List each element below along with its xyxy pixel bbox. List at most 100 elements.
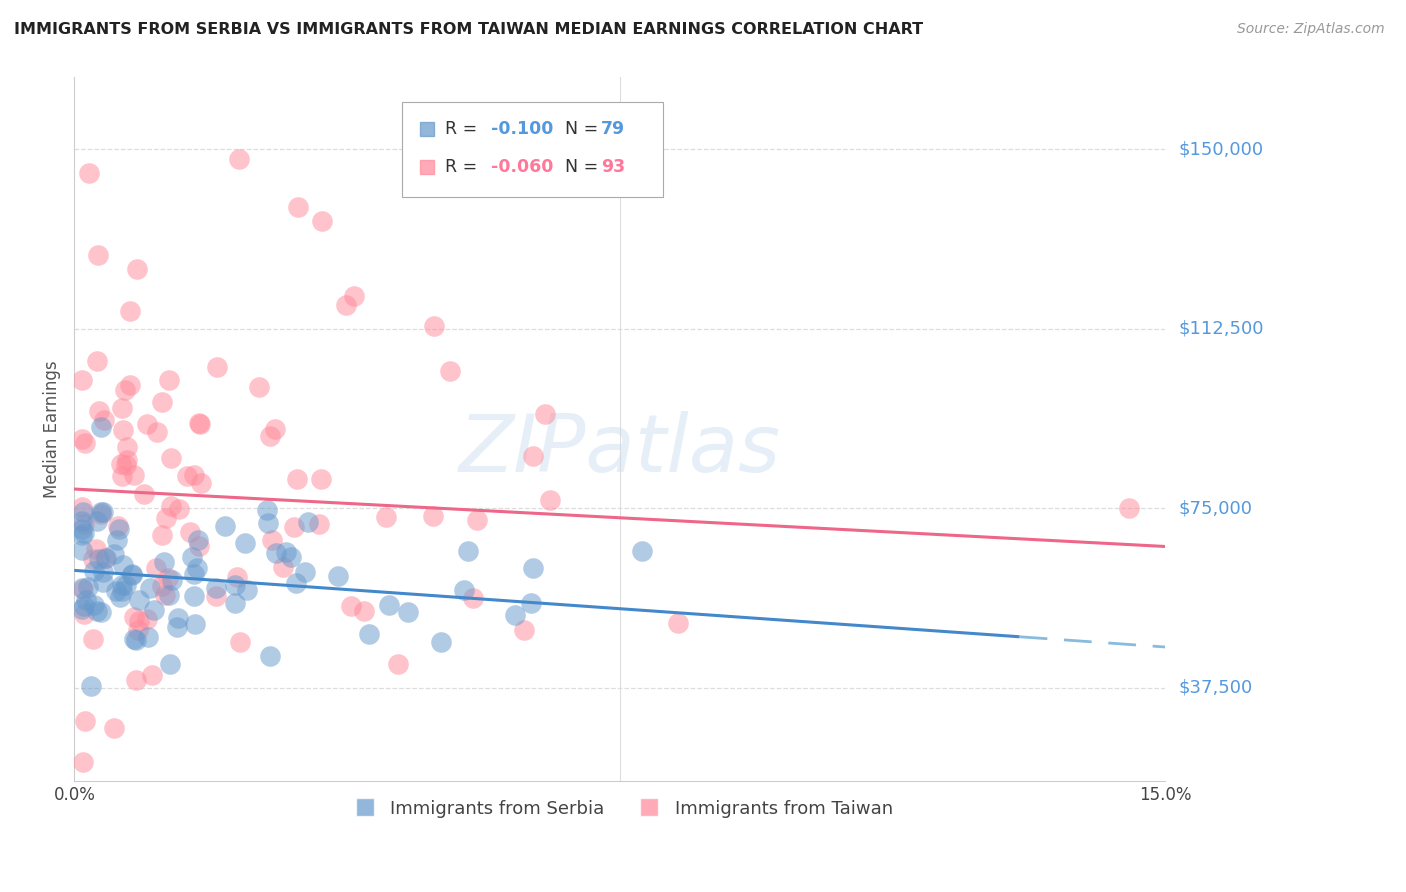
Point xyxy=(179,525,201,540)
Point xyxy=(75,592,97,607)
Point xyxy=(70,432,93,446)
Point xyxy=(122,632,145,646)
Point xyxy=(70,522,93,536)
Point xyxy=(205,581,228,595)
Point xyxy=(127,261,149,276)
Point xyxy=(118,304,141,318)
Point xyxy=(311,214,333,228)
Point xyxy=(122,468,145,483)
Point xyxy=(73,517,96,532)
Point xyxy=(153,588,176,602)
Point xyxy=(186,561,208,575)
Text: $112,500: $112,500 xyxy=(1180,319,1264,338)
Point xyxy=(107,518,129,533)
Point xyxy=(387,657,409,672)
Point xyxy=(294,565,316,579)
Point xyxy=(375,510,398,524)
Point xyxy=(439,364,461,378)
Point xyxy=(114,383,136,397)
Point xyxy=(73,526,96,541)
Point xyxy=(86,514,108,528)
Point xyxy=(135,417,157,431)
Point xyxy=(143,603,166,617)
Point xyxy=(264,422,287,436)
Point xyxy=(340,599,363,614)
Point xyxy=(505,607,527,622)
Point xyxy=(259,429,281,443)
Point xyxy=(522,450,544,464)
Text: $37,500: $37,500 xyxy=(1180,679,1253,697)
Text: IMMIGRANTS FROM SERBIA VS IMMIGRANTS FROM TAIWAN MEDIAN EARNINGS CORRELATION CHA: IMMIGRANTS FROM SERBIA VS IMMIGRANTS FRO… xyxy=(14,22,924,37)
Point xyxy=(256,503,278,517)
Point xyxy=(155,510,177,524)
Point xyxy=(94,551,117,566)
Point xyxy=(87,551,110,566)
Point xyxy=(72,755,94,769)
Point xyxy=(70,543,93,558)
Point xyxy=(70,514,93,528)
Point xyxy=(283,520,305,534)
Point xyxy=(396,606,419,620)
Point xyxy=(228,635,250,649)
Point xyxy=(465,513,488,527)
Point xyxy=(107,533,129,548)
Point xyxy=(377,598,399,612)
Point xyxy=(114,578,136,592)
Point xyxy=(110,457,132,471)
Text: -0.100: -0.100 xyxy=(491,120,554,137)
Point xyxy=(73,607,96,621)
Point xyxy=(150,395,173,409)
Point xyxy=(273,560,295,574)
Point xyxy=(297,516,319,530)
Point xyxy=(141,668,163,682)
Point xyxy=(190,475,212,490)
Point xyxy=(169,501,191,516)
Point xyxy=(257,516,280,531)
Point xyxy=(136,612,159,626)
Point xyxy=(72,582,94,596)
Point xyxy=(82,552,104,566)
Point xyxy=(166,620,188,634)
Point xyxy=(77,166,100,180)
Point xyxy=(284,575,307,590)
Point xyxy=(93,413,115,427)
Point xyxy=(308,517,330,532)
Point xyxy=(224,596,246,610)
Point xyxy=(187,416,209,430)
Point xyxy=(276,545,298,559)
Point xyxy=(70,373,93,387)
Point xyxy=(72,500,94,515)
Point xyxy=(228,152,250,166)
Point xyxy=(103,547,125,561)
Point xyxy=(90,505,112,519)
Point xyxy=(70,602,93,616)
Point xyxy=(115,458,138,473)
Point xyxy=(112,558,135,572)
Point xyxy=(226,570,249,584)
Point xyxy=(104,584,127,599)
Point xyxy=(150,528,173,542)
Point xyxy=(326,569,349,583)
Text: 79: 79 xyxy=(602,120,626,137)
Point xyxy=(423,319,446,334)
Point xyxy=(90,507,112,521)
Point xyxy=(122,610,145,624)
Point xyxy=(152,555,174,569)
Point xyxy=(359,627,381,641)
Point xyxy=(80,679,103,693)
Point xyxy=(430,635,453,649)
Point xyxy=(86,604,108,618)
Point xyxy=(82,632,104,646)
Point xyxy=(157,589,180,603)
Point xyxy=(205,589,228,603)
Text: 93: 93 xyxy=(602,158,626,176)
Point xyxy=(128,592,150,607)
Point xyxy=(83,598,105,612)
Point xyxy=(111,423,134,437)
Point xyxy=(86,541,108,556)
Point xyxy=(128,614,150,628)
Point xyxy=(91,566,114,580)
Point xyxy=(285,472,308,486)
Point xyxy=(157,372,180,386)
Point xyxy=(156,570,179,584)
